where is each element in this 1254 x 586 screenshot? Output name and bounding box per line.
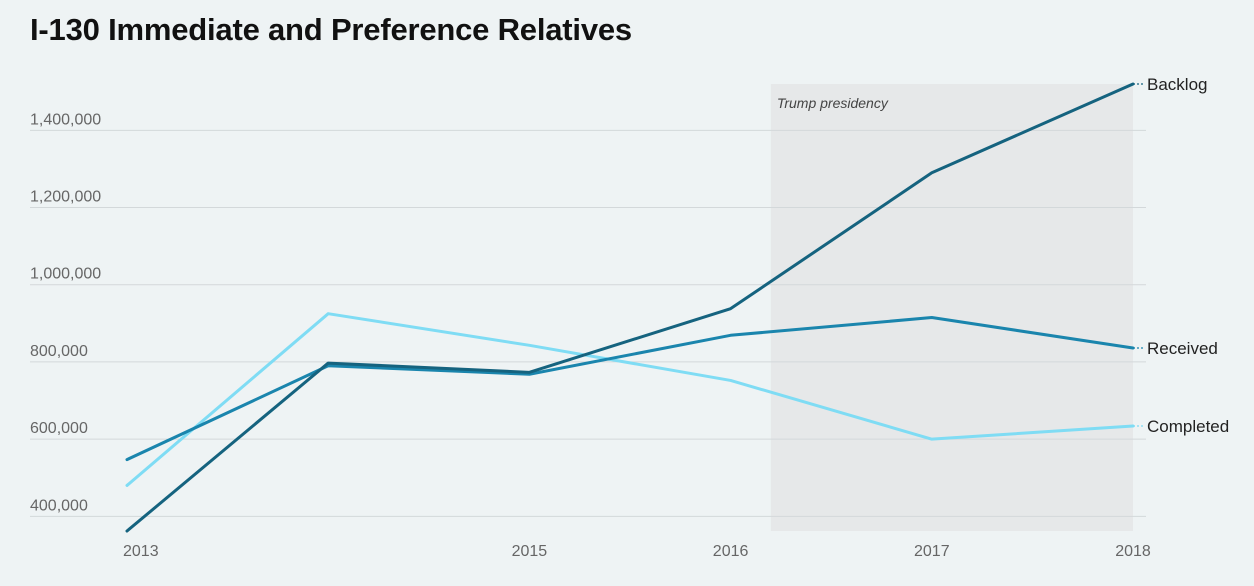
shaded-region-layer: Trump presidency [770, 84, 1133, 531]
series-label-completed: Completed [1147, 417, 1229, 436]
chart-title: I-130 Immediate and Preference Relatives [30, 12, 632, 47]
series-line-received [125, 316, 1135, 462]
series-lines [125, 82, 1135, 533]
series-label-backlog: Backlog [1147, 75, 1207, 94]
x-tick-label: 2016 [713, 543, 749, 560]
y-tick-label: 600,000 [30, 420, 88, 437]
series-labels: Backlog Received Completed [1133, 75, 1229, 436]
x-tick-label: 2015 [512, 543, 548, 560]
y-axis: 400,000 600,000 800,000 1,000,000 1,200,000 1… [30, 111, 101, 514]
series-line-backlog [125, 82, 1135, 533]
x-tick-label: 2018 [1115, 543, 1151, 560]
y-tick-label: 1,400,000 [30, 111, 101, 128]
series-label-received: Received [1147, 339, 1218, 358]
x-axis: 2013 2015 2016 2017 2018 [123, 543, 1151, 560]
shaded-region [770, 84, 1133, 531]
y-tick-label: 1,000,000 [30, 266, 101, 283]
x-tick-label: 2013 [123, 543, 159, 560]
y-tick-label: 400,000 [30, 497, 88, 514]
y-tick-label: 1,200,000 [30, 189, 101, 206]
x-tick-label: 2017 [914, 543, 950, 560]
series-line-completed [125, 312, 1135, 487]
y-tick-label: 800,000 [30, 343, 88, 360]
shaded-region-label: Trump presidency [777, 95, 889, 111]
